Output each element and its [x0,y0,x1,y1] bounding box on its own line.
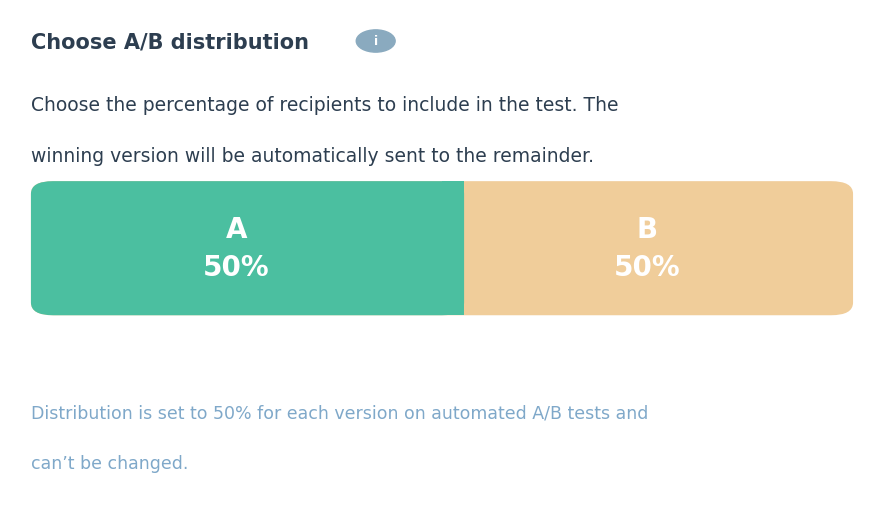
Circle shape [356,31,395,53]
Text: 50%: 50% [614,254,681,282]
FancyBboxPatch shape [31,182,853,316]
Text: Distribution is set to 50% for each version on automated A/B tests and: Distribution is set to 50% for each vers… [31,404,648,422]
Text: Choose the percentage of recipients to include in the test. The: Choose the percentage of recipients to i… [31,96,619,115]
Text: can’t be changed.: can’t be changed. [31,454,188,473]
FancyBboxPatch shape [31,182,464,316]
Bar [442,182,464,316]
Text: winning version will be automatically sent to the remainder.: winning version will be automatically se… [31,146,594,166]
Text: 50%: 50% [203,254,270,282]
Text: A: A [225,216,248,243]
Text: Choose A/B distribution: Choose A/B distribution [31,33,309,53]
Text: i: i [374,35,377,48]
Text: B: B [637,216,658,243]
